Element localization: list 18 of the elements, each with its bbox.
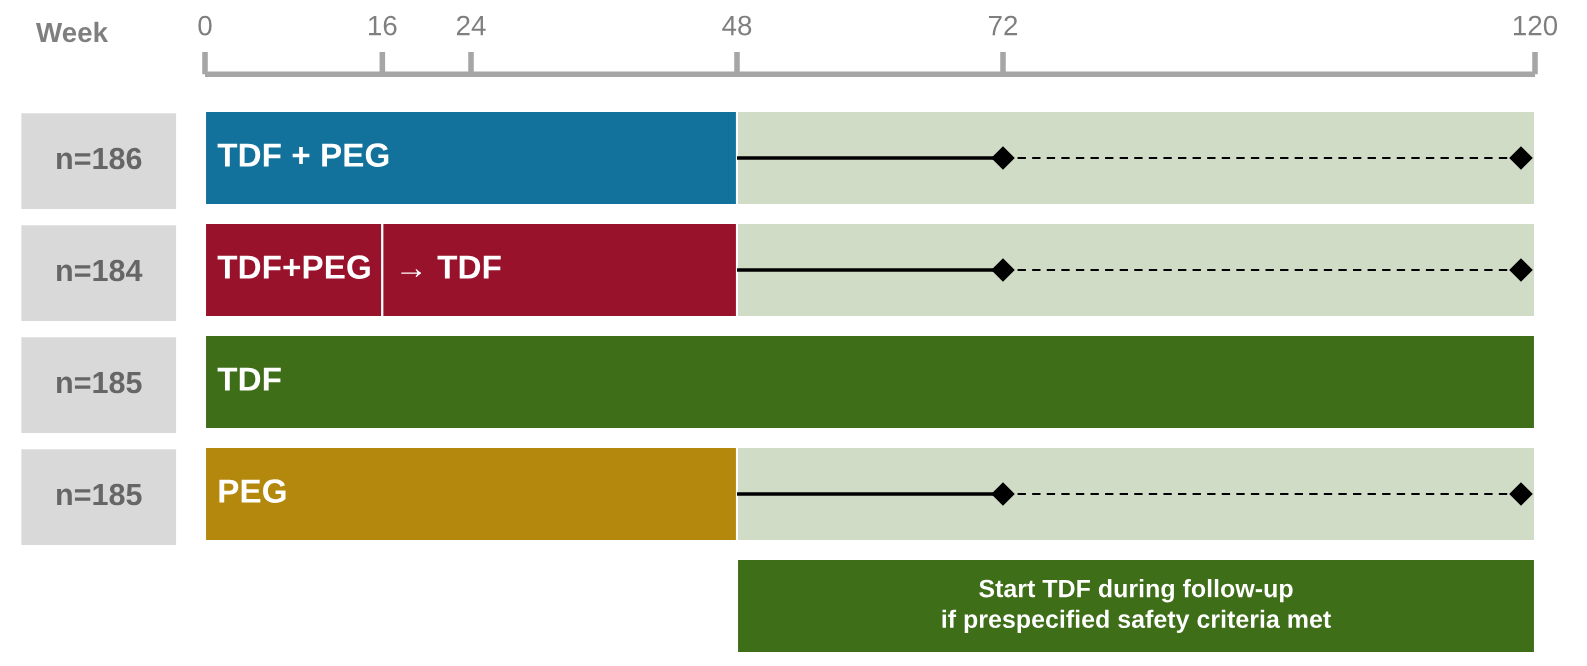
x-tick-label: 24 <box>456 15 486 36</box>
x-tick-label: 48 <box>722 15 752 36</box>
y-tick-label: n=185 <box>57 371 142 394</box>
x-tick-label: 16 <box>369 15 397 36</box>
data-label: → TDF <box>401 255 501 279</box>
data-label: TDF + PEG <box>217 143 389 167</box>
data-label: PEG <box>219 479 286 503</box>
y-tick-label: n=184 <box>57 259 143 282</box>
y-tick-label: n=186 <box>57 147 142 170</box>
x-tick-label: 72 <box>988 15 1018 36</box>
x-axis-title: Week <box>35 21 109 43</box>
x-tick-label: 120 <box>1513 15 1558 36</box>
bar <box>735 557 1535 655</box>
x-tick-label: 0 <box>198 15 212 36</box>
y-tick-label: n=185 <box>57 483 142 506</box>
data-label: Start TDF during follow-up if prespecified safety criteria met <box>942 579 1331 633</box>
data-label: TDF+PEG <box>217 255 370 279</box>
data-label: TDF <box>217 367 281 391</box>
